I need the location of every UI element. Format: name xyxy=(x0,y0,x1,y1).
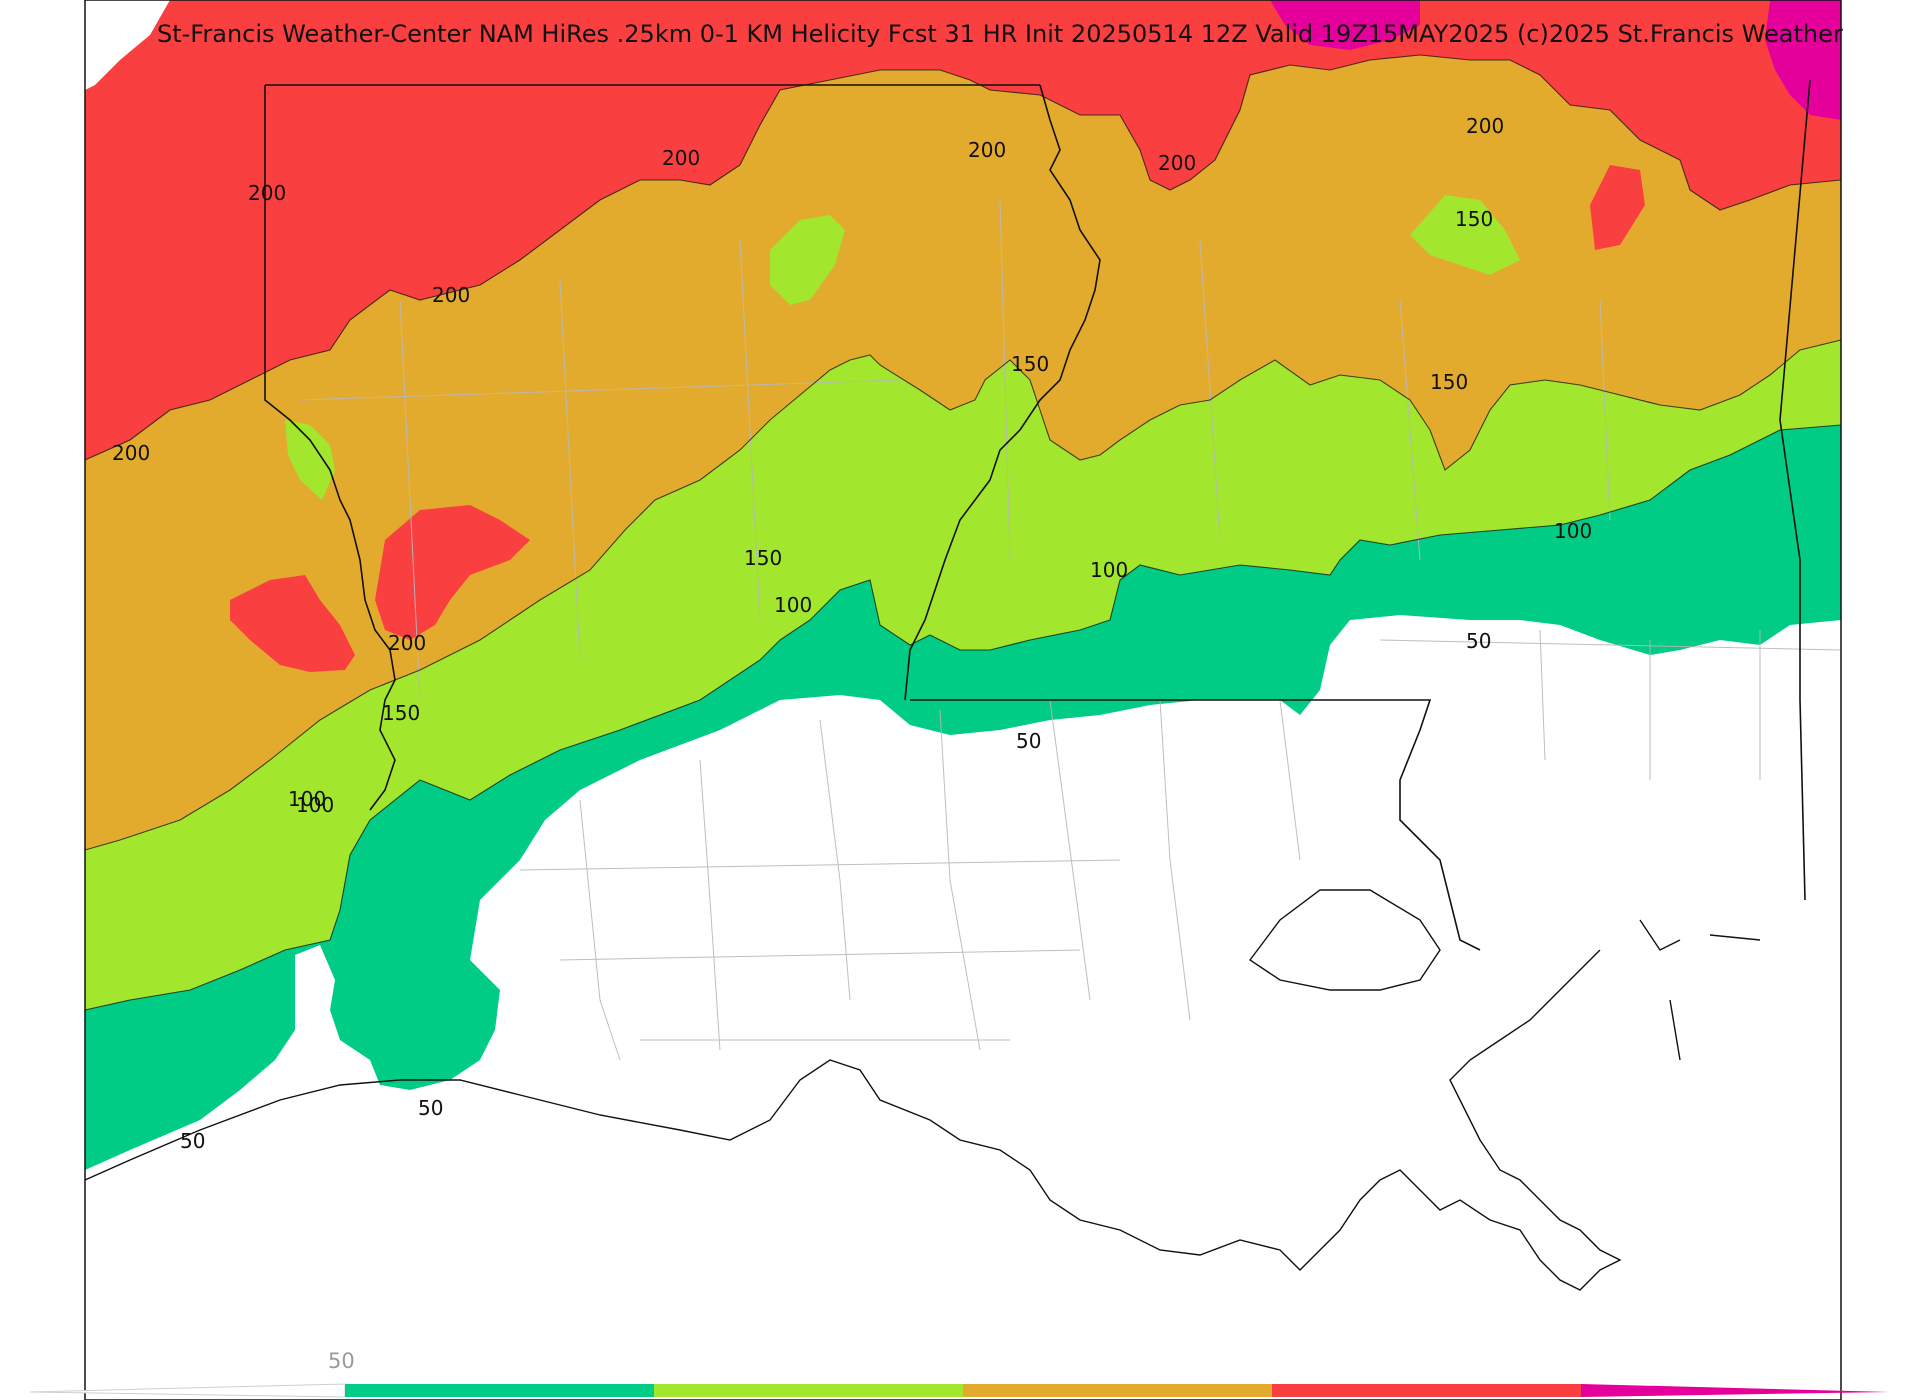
state-borders xyxy=(264,79,1811,951)
band-100-150-patch-1 xyxy=(770,215,845,305)
colorbar: 50 xyxy=(29,1349,1890,1398)
contour-label: 150 xyxy=(1455,207,1493,231)
band-below-50-corner xyxy=(85,0,170,90)
contour-label: 150 xyxy=(1430,370,1468,394)
contour-label: 200 xyxy=(968,138,1006,162)
band-100-150-patch-3 xyxy=(1410,195,1520,275)
colorbar-right-triangle xyxy=(1581,1384,1890,1397)
contour-label: 200 xyxy=(1158,151,1196,175)
band-200-250 xyxy=(85,0,1841,460)
contour-label: 100 xyxy=(1090,558,1128,582)
band-200-250-patch-1 xyxy=(375,505,530,640)
band-200-250-patch-3 xyxy=(1590,165,1645,250)
contour-label: 200 xyxy=(1466,114,1504,138)
contour-label: 50 xyxy=(1016,729,1041,753)
county-lines xyxy=(299,199,1841,1061)
map-title: St-Francis Weather-Center NAM HiRes .25k… xyxy=(157,20,1843,48)
colorbar-segment xyxy=(345,1384,654,1397)
band-200-250-patch-2 xyxy=(230,575,355,672)
contour-label: 100 xyxy=(774,593,812,617)
contour-label: 200 xyxy=(432,283,470,307)
colorbar-segment xyxy=(963,1384,1272,1397)
contour-label: 50 xyxy=(180,1129,205,1153)
contour-lines xyxy=(84,54,1842,1011)
band-250-plus-2 xyxy=(1765,0,1841,120)
coastline xyxy=(84,889,1761,1291)
colorbar-segment xyxy=(1272,1384,1581,1397)
contour-label: 100 xyxy=(296,793,334,817)
contour-label: 50 xyxy=(1466,629,1491,653)
contour-label: 200 xyxy=(112,441,150,465)
band-250-plus xyxy=(1270,0,1420,50)
contour-label: 200 xyxy=(388,631,426,655)
contour-label: 100 xyxy=(1554,519,1592,543)
contour-label-group: 200 200 200 200 200 200 200 200 150 150 … xyxy=(112,114,1592,1153)
map-border xyxy=(84,0,1842,1400)
band-100-150-patch-2 xyxy=(285,420,335,500)
contour-label: 150 xyxy=(744,546,782,570)
contour-label: 50 xyxy=(418,1096,443,1120)
contour-label: 200 xyxy=(248,181,286,205)
contour-label: 200 xyxy=(662,146,700,170)
colorbar-segment xyxy=(654,1384,963,1397)
contour-label: 100 xyxy=(288,787,326,811)
contour-label: 150 xyxy=(382,701,420,725)
colorbar-tick-label: 50 xyxy=(328,1349,355,1373)
contour-label: 150 xyxy=(1011,352,1049,376)
